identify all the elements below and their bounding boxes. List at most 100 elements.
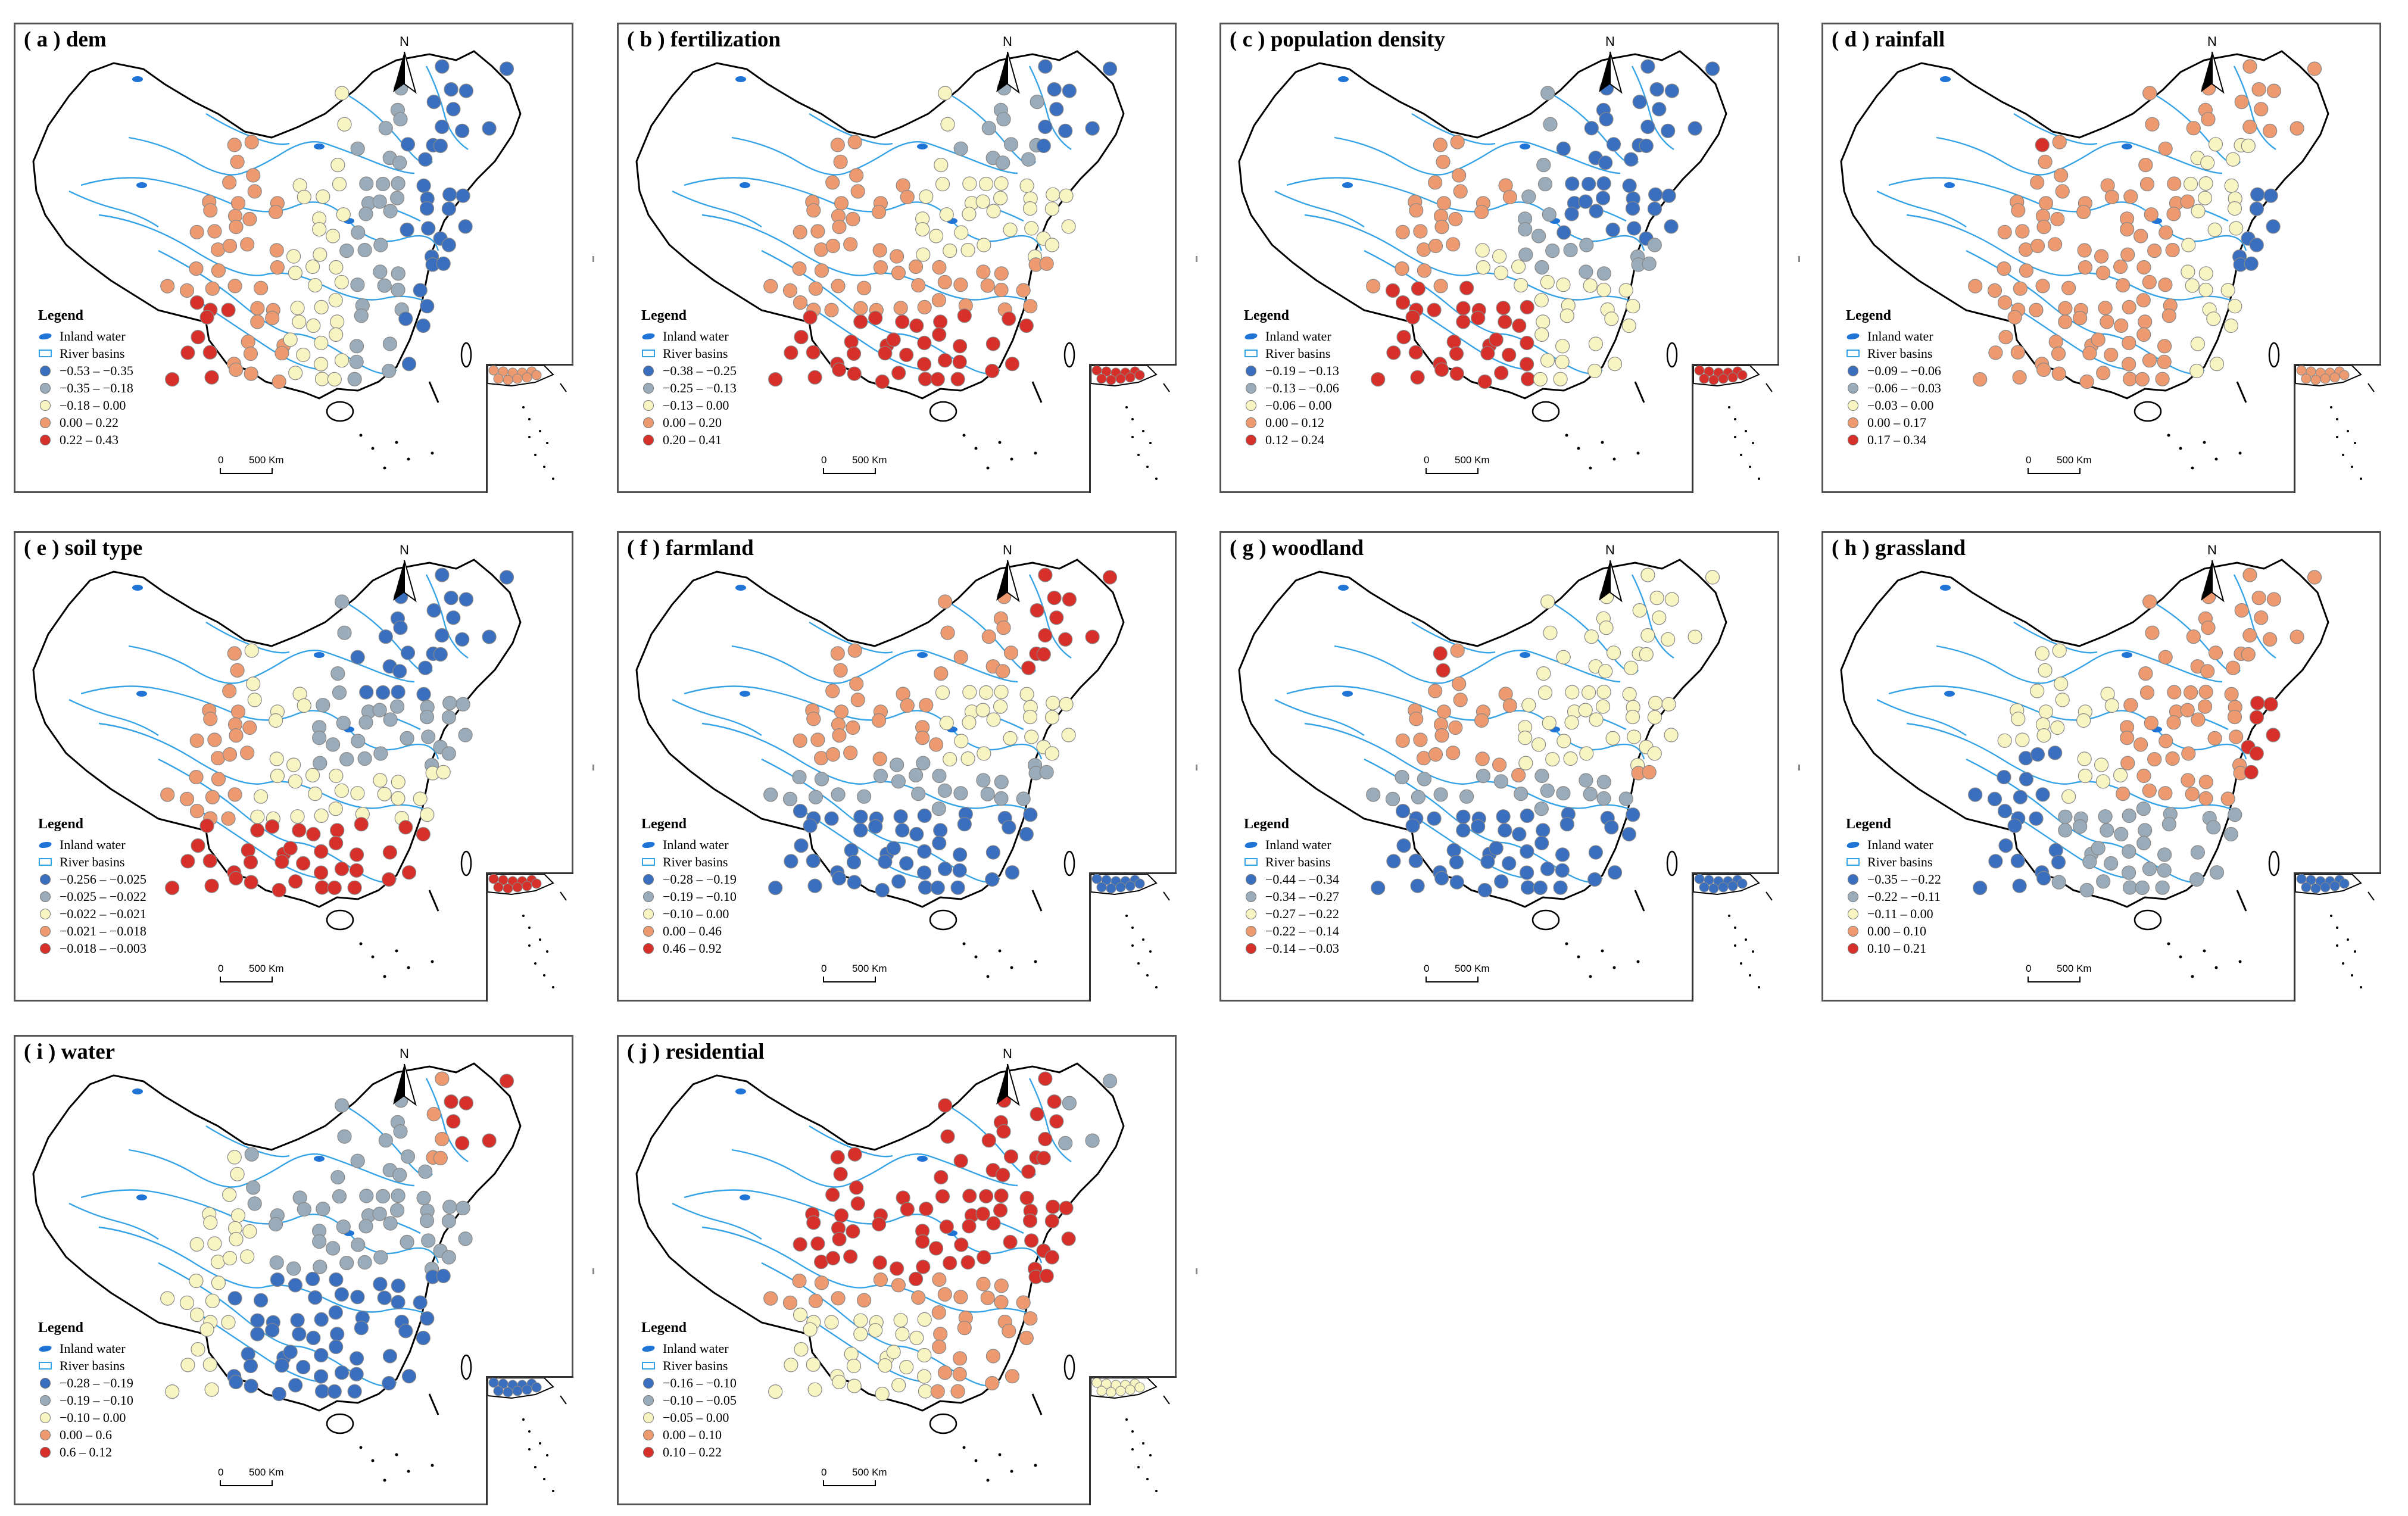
station-point: [1542, 207, 1557, 222]
station-point: [389, 699, 405, 714]
station-point: [933, 314, 948, 329]
station-point: [1475, 243, 1490, 258]
map-legend: Legend Inland water River basins −0.35 – −0…: [1846, 816, 2025, 957]
station-point: [2229, 221, 2244, 236]
station-point: [419, 710, 435, 725]
inland-water-shape: [314, 1156, 325, 1162]
inset-islet: [1749, 974, 1751, 977]
station-point: [189, 770, 204, 785]
islet: [986, 1478, 990, 1482]
station-point: [444, 590, 458, 606]
station-point: [939, 1219, 954, 1234]
class-dot-icon: [643, 1395, 654, 1406]
station-point: [306, 826, 321, 841]
station-point: [1433, 787, 1448, 802]
station-point: [426, 95, 441, 110]
station-point: [436, 256, 451, 271]
class-dot-icon: [40, 874, 51, 885]
legend-label: −0.34 – −0.27: [1265, 888, 1339, 904]
station-point: [976, 773, 991, 788]
station-point: [283, 1345, 298, 1359]
station-point: [899, 856, 914, 871]
map-legend: Legend Inland water River basins −0.09 – −0…: [1846, 308, 2025, 448]
station-point: [180, 1358, 195, 1372]
river-line: [425, 1078, 469, 1162]
station-point: [1540, 594, 1555, 609]
station-point: [314, 372, 330, 386]
station-point: [916, 865, 932, 880]
station-point: [1038, 119, 1053, 135]
scale-distance-label: 500 Km: [249, 963, 284, 974]
station-point: [1047, 1094, 1062, 1109]
station-point: [1997, 224, 2012, 239]
station-point: [2029, 811, 2044, 826]
inset-islet: [1131, 1448, 1134, 1451]
station-point: [203, 1215, 218, 1230]
inset-islet: [543, 974, 545, 977]
station-point: [994, 282, 1009, 297]
station-point: [953, 650, 968, 665]
station-point: [1452, 168, 1467, 183]
station-point: [2058, 301, 2073, 316]
station-point: [1385, 283, 1400, 298]
station-point: [1428, 684, 1443, 698]
north-label: N: [400, 34, 409, 49]
station-point: [1044, 238, 1059, 252]
station-point: [814, 1275, 829, 1290]
station-point: [1556, 277, 1571, 292]
station-point: [868, 819, 883, 834]
station-point: [917, 1312, 932, 1327]
inset-station-point: [2320, 882, 2331, 893]
station-point: [1427, 302, 1442, 317]
station-point: [416, 1330, 431, 1346]
scale-distance-label: 500 Km: [852, 1467, 887, 1478]
station-point: [2206, 311, 2221, 326]
station-point: [455, 123, 470, 138]
station-point: [1557, 225, 1571, 240]
station-point: [808, 790, 823, 804]
station-point: [1518, 222, 1533, 237]
station-point: [2147, 244, 2162, 258]
station-point: [1038, 59, 1053, 74]
station-point: [1564, 715, 1579, 730]
inset-islet: [1146, 466, 1149, 468]
river-line: [128, 1149, 415, 1188]
station-point: [1085, 1133, 1100, 1148]
hainan-island: [2133, 401, 2162, 422]
station-point: [286, 1261, 301, 1276]
station-point: [2228, 299, 2242, 314]
station-point: [847, 1147, 862, 1162]
class-dot-icon: [40, 365, 51, 376]
south-china-sea-inset: [1089, 364, 1177, 493]
station-point: [1661, 123, 1676, 138]
station-point: [891, 266, 906, 280]
station-point: [1434, 220, 1449, 235]
station-point: [1036, 138, 1051, 153]
inset-station-point: [1699, 882, 1710, 893]
station-point: [1446, 334, 1461, 350]
station-point: [1019, 1330, 1034, 1346]
station-point: [957, 1321, 972, 1336]
panel-title: ( a ) dem: [24, 27, 107, 52]
inset-islet: [1142, 1442, 1144, 1445]
station-point: [392, 1168, 407, 1183]
panel-title: ( e ) soil type: [24, 536, 143, 560]
river-line: [68, 1202, 159, 1240]
legend-item-inland-water: Inland water: [641, 1340, 820, 1357]
inset-islet: [552, 986, 554, 988]
inset-station-point: [1708, 375, 1719, 385]
station-point: [950, 880, 965, 895]
station-point: [915, 1234, 930, 1249]
islet: [395, 949, 398, 953]
inland-water-shape: [735, 1088, 746, 1094]
station-point: [1019, 318, 1034, 333]
station-point: [1417, 263, 1431, 278]
scale-bar-line: [1426, 468, 1479, 474]
station-point: [850, 693, 865, 707]
station-point: [270, 1272, 285, 1287]
inland-water-shape: [1342, 182, 1353, 188]
islet: [2214, 457, 2218, 461]
station-point: [306, 318, 321, 333]
inset-islet: [2360, 986, 2362, 988]
station-point: [2019, 772, 2033, 787]
